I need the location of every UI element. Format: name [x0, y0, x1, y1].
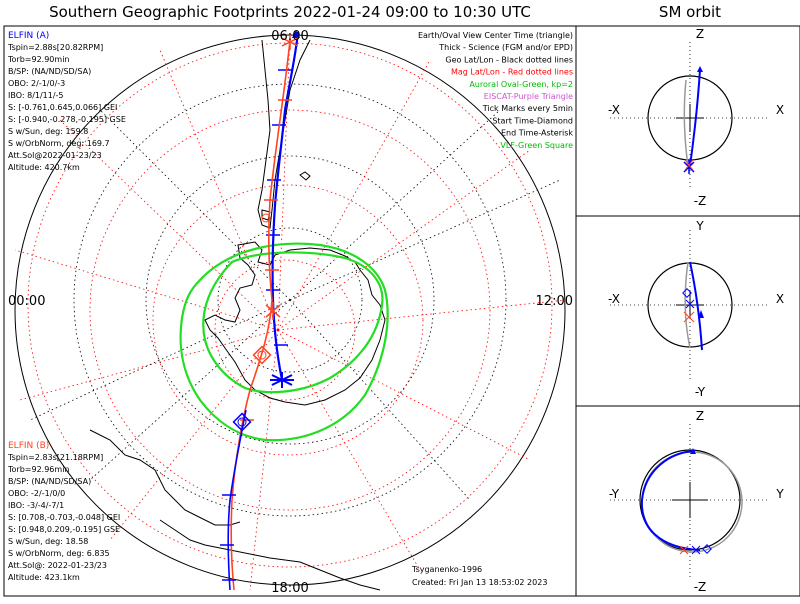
elfin-b-track	[230, 39, 291, 591]
elfin-a-track	[271, 31, 300, 381]
time-label-top: 06:00	[271, 29, 308, 44]
legend-item: EISCAT-Purple Triangle	[484, 92, 573, 101]
elfin-b-center-asterisk	[265, 302, 281, 320]
legend-item: Start Time-Diamond	[492, 116, 573, 125]
elfin-b-info-line: S w/Sun, deg: 18.58	[8, 537, 88, 546]
elfin-a-info-line: IBO: 8/1/11/-5	[8, 91, 64, 100]
axis-label-bottom: -Y	[695, 385, 706, 399]
elfin-a-orbit	[640, 450, 701, 551]
legend-item: VLF-Green Square	[500, 141, 573, 150]
elfin-b-info: ELFIN (B) Tspin=2.83s[21.18RPM] Torb=92.96…	[7, 441, 120, 582]
axis-label-right: X	[776, 103, 784, 117]
legend-item: Thick - Science (FGM and/or EPD)	[438, 43, 573, 52]
elfin-b-tick-marks	[240, 99, 292, 421]
elfin-a-info: ELFIN (A) Tspin=2.88s[20.82RPM] Torb=92.90…	[7, 31, 126, 172]
legend-item: Geo Lat/Lon - Black dotted lines	[445, 55, 573, 64]
elfin-b-info-line: S w/OrbNorm, deg: 6.835	[8, 549, 110, 558]
elfin-b-info-line: Att.Sol@: 2022-01-23/23	[8, 561, 107, 570]
elfin-b-footprint	[230, 34, 299, 591]
elfin-a-info-line: S w/Sun, deg: 159.8	[8, 127, 88, 136]
time-label-left: 00:00	[8, 294, 45, 309]
polar-map	[14, 30, 566, 591]
elfin-b-start-diamond	[252, 345, 272, 365]
elfin-a-title: ELFIN (A)	[8, 31, 49, 41]
axis-label-top: Y	[695, 219, 704, 233]
map-legend: Earth/Oval View Center Time (triangle) Th…	[418, 31, 573, 150]
elfin-b-start-circle	[257, 350, 267, 360]
elfin-a-info-line: Torb=92.90min	[7, 55, 69, 64]
orbit-title: SM orbit	[659, 3, 721, 21]
elfin-b-end-asterisk	[281, 34, 299, 50]
axis-label-left: -X	[608, 103, 620, 117]
axis-label-bottom: -Z	[694, 580, 707, 594]
axis-label-top: Z	[696, 27, 704, 41]
elfin-a-orbit	[689, 261, 703, 351]
map-panel-frame	[3, 25, 577, 597]
elfin-a-info-line: Tspin=2.88s[20.82RPM]	[7, 43, 103, 52]
elfin-b-info-line: Tspin=2.83s[21.18RPM]	[7, 453, 103, 462]
elfin-a-info-line: B/SP: (NA/ND/SD/SA)	[8, 67, 91, 76]
axis-label-left: -Y	[609, 487, 620, 501]
elfin-a-info-line: Att.Sol@2022-01-23/23	[8, 151, 102, 160]
elfin-a-footprint	[266, 30, 300, 388]
elfin-a-info-line: Altitude: 420.7km	[8, 163, 80, 172]
orbit-panel-xy: Y -Y -X X	[608, 219, 784, 399]
elfin-a-info-line: S: [-0.940,-0.278,-0.195] GSE	[8, 115, 126, 124]
elfin-b-info-line: Torb=92.96min	[7, 465, 69, 474]
legend-item: Earth/Oval View Center Time (triangle)	[418, 31, 573, 40]
axis-label-left: -X	[608, 292, 620, 306]
axis-label-bottom: -Z	[694, 194, 707, 208]
elfin-a-south-track	[220, 409, 252, 591]
elfin-a-info-line: S w/OrbNorm, deg: 169.7	[8, 139, 110, 148]
legend-item: Mag Lat/Lon - Red dotted lines	[451, 68, 573, 77]
axis-label-right: X	[776, 292, 784, 306]
orbit-panels-frame	[575, 25, 800, 597]
elfin-b-info-line: S: [0.948,0.209,-0.195] GSE	[8, 525, 120, 534]
elfin-b-info-line: B/SP: (NA/ND/SD/SA)	[8, 477, 91, 486]
orbit-panels: Z -Z -X X Y -Y -X X	[575, 25, 800, 597]
created-label: Created: Fri Jan 13 18:53:02 2023	[412, 578, 547, 587]
elfin-a-info-line: OBO: 2/-1/0/-3	[8, 79, 65, 88]
elfin-b-info-line: Altitude: 423.1km	[8, 573, 80, 582]
axis-label-top: Z	[696, 409, 704, 423]
elfin-a-orbit	[689, 69, 701, 167]
elfin-a-center-triangle	[292, 30, 300, 38]
legend-item: Tick Marks every 5min	[482, 104, 573, 113]
elfin-b-title: ELFIN (B)	[8, 441, 49, 451]
elfin-b-orbit	[684, 261, 691, 349]
elfin-b-orbit	[683, 79, 689, 167]
orbit-panel-xz: Z -Z -X X	[608, 27, 784, 208]
elfin-b-info-line: IBO: -3/-4/-7/1	[8, 501, 64, 510]
geo-longitude-grid	[29, 109, 561, 501]
elfin-b-info-line: S: [0.708,-0.703,-0.048] GEI	[8, 513, 120, 522]
model-label: Tsyganenko-1996	[411, 565, 482, 574]
legend-item: End Time-Asterisk	[501, 129, 573, 138]
elfin-a-start-circle	[237, 417, 247, 427]
coastlines	[89, 39, 386, 591]
elfin-a-start-diamond	[232, 412, 252, 432]
elfin-b-info-line: OBO: -2/-1/0/0	[8, 489, 65, 498]
mag-longitude-grid	[14, 34, 566, 591]
axis-label-right: Y	[775, 487, 784, 501]
figure-title: Southern Geographic Footprints 2022-01-2…	[49, 3, 531, 21]
time-label-bottom: 18:00	[271, 581, 308, 596]
elfin-a-end-asterisk	[270, 372, 294, 388]
auroral-ovals	[179, 242, 389, 442]
elfin-b-marker	[261, 213, 271, 223]
legend-item: Auroral Oval-Green, kp=2	[469, 80, 573, 89]
time-label-right: 12:00	[536, 294, 573, 309]
elfin-a-info-line: S: [-0.761,0.645,0.066] GEI	[8, 103, 117, 112]
orbit-panel-yz: Z -Z -Y Y	[609, 409, 784, 594]
